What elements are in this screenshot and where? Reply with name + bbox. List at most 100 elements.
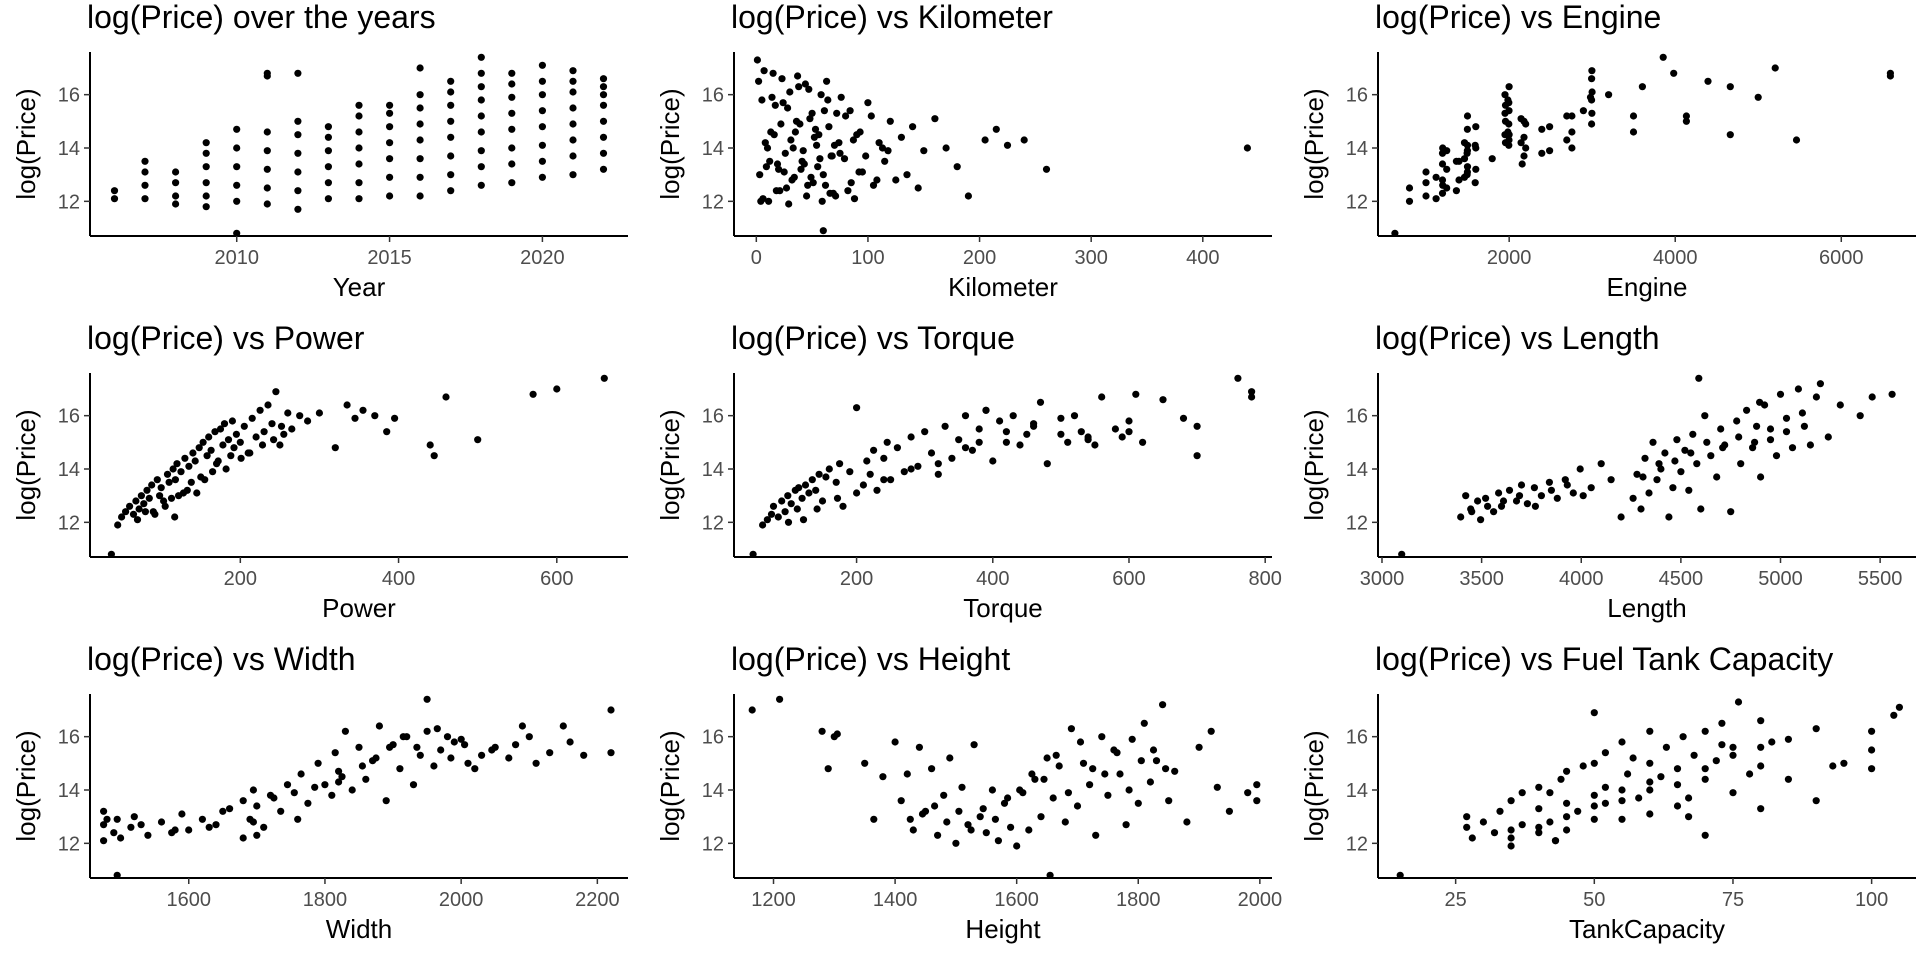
data-point	[477, 69, 485, 77]
data-point	[538, 123, 547, 131]
data-point	[850, 195, 859, 203]
data-point	[1757, 717, 1765, 725]
data-point	[1000, 799, 1009, 807]
data-point	[1685, 813, 1693, 821]
x-tick-label: 2015	[367, 247, 412, 269]
data-point	[443, 733, 452, 741]
scatter-panel: log(Price) vs Fuel Tank Capacity 25 50 75 10…	[1299, 641, 1916, 944]
data-point	[832, 478, 840, 486]
data-point	[423, 695, 431, 703]
data-point	[1468, 834, 1476, 842]
data-point	[1505, 136, 1513, 144]
scatter-panel: log(Price) vs Engine 2000 4000 6000 12 14 16 En…	[1299, 0, 1916, 302]
data-point	[943, 818, 951, 826]
data-point	[886, 117, 894, 125]
data-point	[416, 91, 424, 99]
data-point	[808, 109, 816, 117]
data-point	[203, 452, 211, 460]
data-point	[477, 147, 485, 155]
data-point	[1812, 797, 1820, 805]
data-point	[315, 409, 323, 417]
data-point	[992, 125, 1000, 133]
x-tick-label: 400	[976, 568, 1009, 590]
y-tick-label: 14	[58, 780, 80, 802]
data-point	[1043, 754, 1051, 762]
data-point	[1784, 775, 1792, 783]
data-point	[815, 131, 823, 139]
data-point	[600, 374, 608, 382]
data-point	[144, 831, 152, 839]
y-tick-label: 16	[58, 406, 80, 428]
data-point	[846, 107, 854, 115]
data-point	[1463, 823, 1471, 831]
data-point	[1248, 393, 1256, 401]
data-point	[233, 163, 241, 171]
data-point	[861, 759, 869, 767]
x-tick-label: 1600	[994, 889, 1039, 911]
data-point	[1645, 489, 1653, 497]
data-point	[569, 67, 577, 75]
data-point	[805, 489, 813, 497]
data-point	[1649, 438, 1657, 446]
data-point	[818, 497, 827, 505]
data-point	[1629, 754, 1637, 762]
data-point	[1665, 513, 1673, 521]
data-point	[212, 821, 220, 829]
data-point	[1546, 147, 1554, 155]
data-point	[165, 478, 173, 486]
x-tick-label: 1800	[1116, 889, 1161, 911]
data-point	[1888, 390, 1896, 398]
data-point	[355, 160, 363, 168]
data-point	[416, 64, 424, 72]
data-point	[518, 722, 527, 730]
data-point	[1574, 807, 1582, 815]
scatter-panel: log(Price) vs Kilometer 0 100 200 300 400 12 14…	[655, 0, 1272, 302]
data-point	[1701, 775, 1709, 783]
data-point	[477, 163, 485, 171]
data-point	[953, 163, 961, 171]
data-point	[538, 61, 547, 69]
data-point	[1468, 508, 1476, 516]
data-point	[836, 149, 844, 157]
data-point	[599, 117, 608, 125]
data-point	[1746, 770, 1754, 778]
data-point	[1455, 176, 1463, 184]
data-point	[756, 171, 764, 179]
data-point	[538, 141, 547, 149]
data-point	[1009, 412, 1017, 420]
data-point	[824, 96, 832, 104]
data-point	[477, 128, 485, 136]
data-point	[525, 733, 533, 741]
data-point	[141, 168, 149, 176]
data-point	[1653, 476, 1661, 484]
data-point	[1118, 433, 1126, 441]
data-point	[1601, 783, 1609, 791]
data-point	[1868, 393, 1876, 401]
data-point	[1462, 492, 1470, 500]
data-point	[870, 446, 878, 454]
data-point	[1735, 433, 1743, 441]
data-point	[1782, 414, 1791, 422]
data-point	[934, 460, 942, 468]
data-point	[1629, 128, 1638, 136]
data-point	[1703, 438, 1711, 446]
data-point	[763, 144, 772, 152]
data-point	[1463, 141, 1472, 149]
data-point	[989, 457, 997, 465]
data-point	[371, 412, 379, 420]
data-point	[1868, 727, 1876, 735]
data-point	[172, 168, 180, 176]
data-point	[1661, 449, 1669, 457]
data-point	[1590, 802, 1598, 810]
data-point	[1784, 735, 1792, 743]
data-point	[1772, 452, 1781, 460]
data-point	[252, 433, 260, 441]
data-point	[1618, 786, 1626, 794]
data-point	[391, 414, 399, 422]
data-point	[1070, 412, 1079, 420]
data-point	[853, 489, 861, 497]
data-point	[906, 815, 914, 823]
data-point	[781, 149, 789, 157]
data-point	[538, 173, 547, 181]
data-point	[1546, 123, 1554, 131]
